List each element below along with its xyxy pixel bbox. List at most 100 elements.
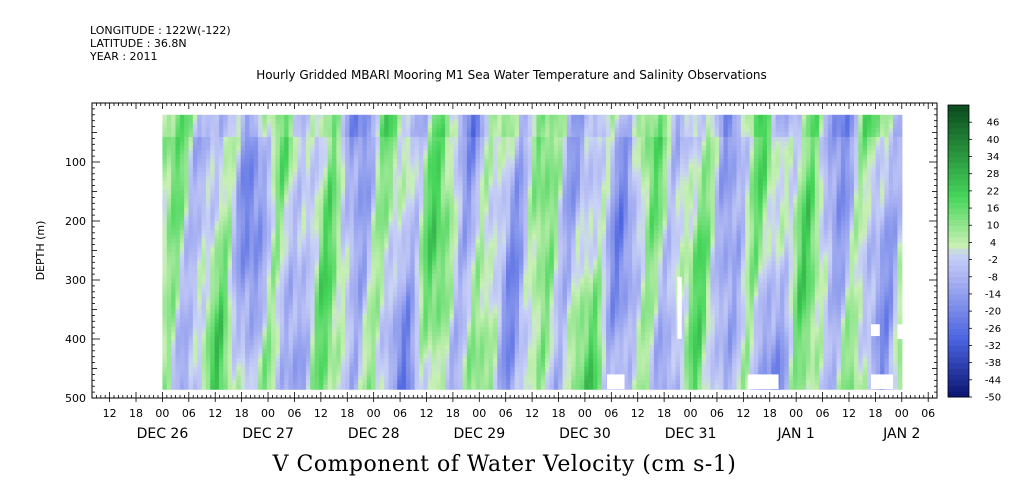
heatmap-cell <box>275 119 281 125</box>
heatmap-cell <box>432 229 438 235</box>
heatmap-cell <box>205 176 211 182</box>
heatmap-cell <box>162 327 168 333</box>
heatmap-cell <box>184 367 190 373</box>
heatmap-cell <box>423 163 429 169</box>
heatmap-cell <box>353 243 359 249</box>
heatmap-cell <box>362 212 368 218</box>
heatmap-cell <box>318 136 324 142</box>
heatmap-cell <box>388 362 394 368</box>
heatmap-cell <box>188 291 194 297</box>
heatmap-cell <box>414 251 420 257</box>
heatmap-cell <box>392 291 398 297</box>
heatmap-cell <box>453 322 459 328</box>
heatmap-cell <box>497 282 503 288</box>
heatmap-cell <box>275 278 281 284</box>
heatmap-cell <box>492 336 498 342</box>
heatmap-cell <box>292 238 298 244</box>
heatmap-cell <box>462 132 468 138</box>
heatmap-cell <box>253 172 259 178</box>
heatmap-cell <box>384 238 390 244</box>
heatmap-cell <box>253 313 259 319</box>
heatmap-cell <box>188 260 194 266</box>
heatmap-cell <box>288 141 294 147</box>
heatmap-cell <box>184 318 190 324</box>
heatmap-cell <box>292 154 298 160</box>
heatmap-cell <box>214 278 220 284</box>
heatmap-cell <box>262 243 268 249</box>
heatmap-cell <box>179 380 185 386</box>
heatmap-cell <box>297 251 303 257</box>
heatmap-cell <box>249 327 255 333</box>
heatmap-cell <box>501 176 507 182</box>
heatmap-cell <box>284 296 290 302</box>
heatmap-cell <box>462 185 468 191</box>
heatmap-cell <box>492 278 498 284</box>
heatmap-cell <box>197 371 203 377</box>
heatmap-cell <box>445 265 451 271</box>
heatmap-cell <box>297 136 303 142</box>
heatmap-cell <box>188 194 194 200</box>
heatmap-cell <box>205 123 211 129</box>
heatmap-cell <box>436 212 442 218</box>
heatmap-cell <box>466 172 472 178</box>
heatmap-cell <box>162 384 168 390</box>
heatmap-cell <box>371 331 377 337</box>
heatmap-cell <box>506 349 511 355</box>
heatmap-cell <box>410 132 416 138</box>
heatmap-cell <box>466 216 472 222</box>
heatmap-cell <box>245 344 250 350</box>
heatmap-cell <box>501 340 507 346</box>
heatmap-cell <box>249 353 255 359</box>
heatmap-cell <box>218 384 224 390</box>
heatmap-cell <box>475 313 481 319</box>
heatmap-cell <box>197 172 203 178</box>
heatmap-cell <box>397 282 403 288</box>
heatmap-cell <box>462 274 468 280</box>
heatmap-cell <box>362 234 368 240</box>
heatmap-cell <box>475 194 481 200</box>
heatmap-cell <box>201 123 207 129</box>
heatmap-cell <box>466 221 472 227</box>
heatmap-cell <box>432 300 438 306</box>
heatmap-cell <box>284 185 290 191</box>
heatmap-cell <box>432 371 438 377</box>
heatmap-cell <box>253 176 259 182</box>
heatmap-cell <box>458 287 464 293</box>
heatmap-cell <box>432 150 438 156</box>
heatmap-cell <box>301 371 307 377</box>
heatmap-cell <box>497 309 503 315</box>
heatmap-cell <box>275 358 281 364</box>
heatmap-cell <box>232 278 237 284</box>
heatmap-cell <box>314 128 320 134</box>
heatmap-cell <box>371 375 377 381</box>
heatmap-cell <box>501 123 507 129</box>
heatmap-cell <box>388 265 394 271</box>
heatmap-cell <box>305 358 311 364</box>
heatmap-cell <box>262 114 268 120</box>
heatmap-cell <box>184 375 190 381</box>
heatmap-cell <box>227 247 233 253</box>
heatmap-cell <box>440 229 446 235</box>
heatmap-cell <box>314 234 320 240</box>
heatmap-cell <box>292 269 298 275</box>
heatmap-cell <box>253 154 259 160</box>
heatmap-cell <box>210 216 216 222</box>
heatmap-cell <box>314 269 320 275</box>
heatmap-cell <box>171 163 177 169</box>
heatmap-cell <box>423 150 429 156</box>
heatmap-cell <box>401 154 407 160</box>
heatmap-cell <box>210 132 216 138</box>
heatmap-cell <box>436 282 442 288</box>
heatmap-cell <box>249 172 255 178</box>
heatmap-cell <box>436 322 442 328</box>
heatmap-cell <box>449 234 455 240</box>
heatmap-cell <box>240 150 246 156</box>
heatmap-cell <box>445 207 451 213</box>
heatmap-cell <box>162 225 168 231</box>
heatmap-cell <box>384 309 390 315</box>
heatmap-cell <box>210 340 216 346</box>
heatmap-cell <box>445 216 451 222</box>
heatmap-cell <box>405 225 411 231</box>
heatmap-cell <box>305 238 311 244</box>
heatmap-cell <box>414 243 420 249</box>
